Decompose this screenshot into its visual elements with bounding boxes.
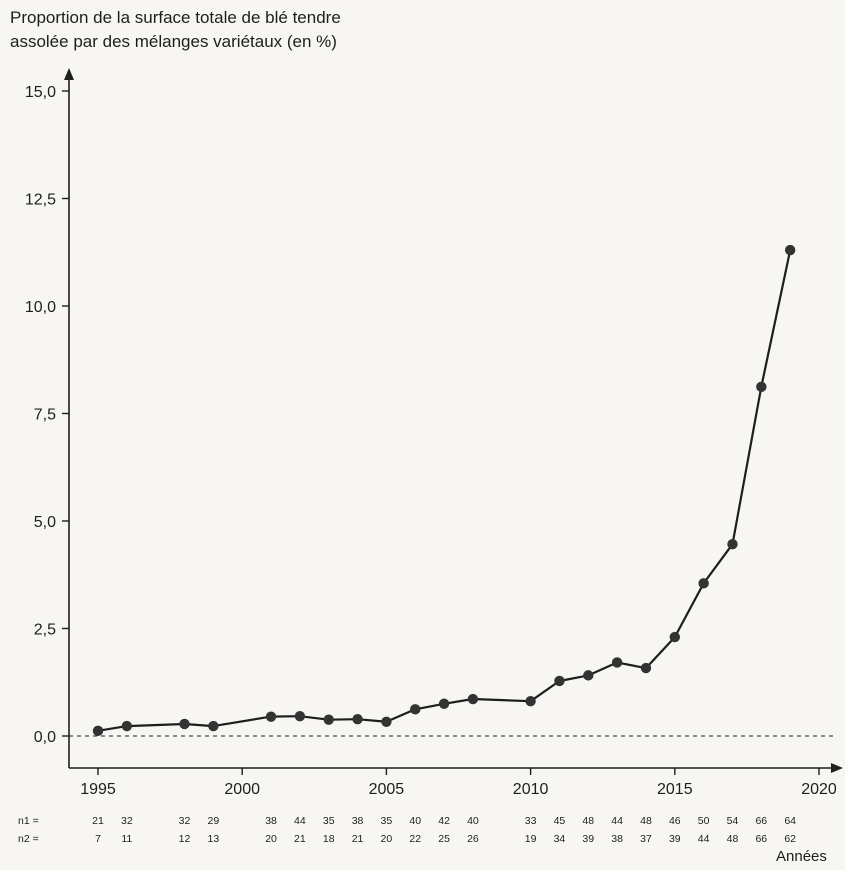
n2-value: 48 [727,833,739,845]
n2-value: 26 [467,833,479,845]
data-point [208,720,219,732]
n2-value: 21 [294,833,306,845]
x-tick-label: 2015 [657,781,693,798]
n2-value: 37 [640,833,652,845]
n2-value: 20 [265,833,277,845]
data-point [294,711,306,722]
n1-value: 66 [755,815,767,827]
y-tick-label: 10,0 [25,299,56,316]
x-tick-label: 1995 [80,781,116,798]
data-point [438,698,450,709]
y-axis-label-line1: Proportion de la surface totale de blé t… [10,8,341,27]
n2-value: 11 [121,833,132,845]
n2-value: 25 [438,833,450,845]
n1-value: 46 [669,815,681,827]
data-point [323,714,334,725]
data-point [756,381,767,393]
n1-value: 21 [92,815,104,827]
data-point [698,578,709,589]
y-axis-label-line2: assolée par des mélanges variétaux (en %… [10,32,337,51]
n2-value: 7 [95,833,101,845]
data-point [381,716,392,728]
n1-value: 40 [467,815,479,827]
y-tick-label: 12,5 [25,192,56,209]
x-axis-arrow [831,763,843,773]
n1-value: 44 [611,815,623,827]
sample-counts: n1 = n2 = 21 7 32 11 32 12 29 13 38 20 44 21 35 18 38 21 3… [18,815,796,845]
data-point [611,657,623,668]
x-axis-label: Années [776,848,827,865]
y-tick-label: 7,5 [34,407,56,424]
x-tick-label: 2000 [224,781,260,798]
n2-value: 20 [381,833,393,845]
data-point [352,714,363,725]
data-point [121,720,133,732]
data-point [525,695,536,707]
n2-value: 34 [554,833,566,845]
n2-value: 44 [698,833,710,845]
n1-value: 38 [352,815,364,827]
n2-value: 21 [352,833,364,845]
y-tick-label: 5,0 [34,514,56,531]
n2-value: 18 [323,833,335,845]
n1-value: 45 [554,815,566,827]
n1-value: 29 [208,815,220,827]
n1-value: 35 [381,815,393,827]
y-tick-label: 15,0 [25,84,56,101]
x-tick-label: 2010 [513,781,549,798]
n1-label: n1 = [18,815,39,827]
n1-value: 64 [784,815,796,827]
y-axis-label: Proportion de la surface totale de blé t… [10,6,341,54]
data-point [784,244,796,256]
x-ticks: 1995 2000 2005 2010 2015 2020 [80,768,837,798]
data-point [583,670,594,681]
x-tick-label: 2005 [369,781,405,798]
n2-value: 38 [611,833,623,845]
y-ticks: 0,0 2,5 5,0 7,5 10,0 12,5 15,0 [25,84,69,746]
n1-value: 48 [640,815,652,827]
y-tick-label: 0,0 [34,729,56,746]
n1-value: 48 [582,815,594,827]
x-tick-label: 2020 [801,781,837,798]
data-point [265,711,277,722]
n1-value: 42 [438,815,450,827]
data-point [410,704,421,715]
data-point [640,662,652,674]
series [92,244,796,737]
data-point [727,539,738,550]
n1-value: 44 [294,815,306,827]
n1-value: 32 [121,815,133,827]
n1-value: 32 [179,815,191,827]
n2-value: 39 [582,833,594,845]
n1-value: 38 [265,815,277,827]
series-line [97,249,792,732]
data-point [554,675,565,687]
n2-value: 66 [755,833,767,845]
n2-value: 19 [525,833,537,845]
y-axis-arrow [64,68,74,80]
n1-value: 40 [409,815,421,827]
n2-value: 13 [208,833,220,845]
n1-value: 54 [727,815,739,827]
n2-value: 62 [784,833,796,845]
n2-label: n2 = [18,833,39,845]
axes [64,68,843,773]
n2-value: 22 [409,833,421,845]
n1-value: 35 [323,815,335,827]
data-point [467,693,479,705]
data-point [92,725,104,737]
n2-value: 12 [179,833,191,845]
n2-value: 39 [669,833,681,845]
y-tick-label: 2,5 [34,622,56,639]
n1-value: 50 [698,815,710,827]
data-point [179,718,190,730]
n1-value: 33 [525,815,537,827]
data-point [669,631,680,643]
